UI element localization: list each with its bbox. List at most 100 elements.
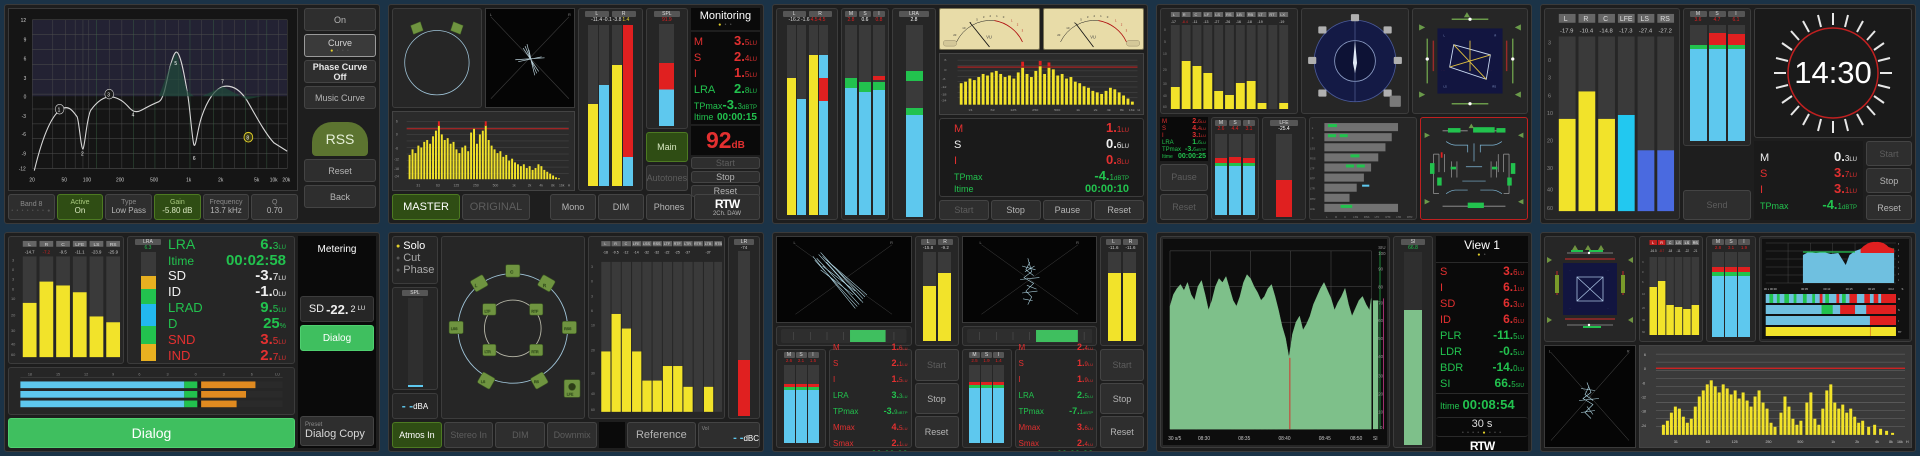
si-meter[interactable]: SI 66.8 — [1393, 236, 1433, 448]
stop-button[interactable]: Stop — [914, 382, 959, 415]
phones-button[interactable]: Phones — [646, 194, 692, 220]
multi-history-chart[interactable]: 5 4 3 2 1 0 1 30 s 00:00 00:05 00:10 00:15 00:20 00… — [1759, 236, 1912, 342]
msi-meters-3[interactable]: M S I 2.6 4.4 3.1 — [1211, 117, 1259, 220]
dim-button[interactable]: DIM — [495, 422, 546, 448]
svg-text:-19: -19 — [1258, 20, 1263, 24]
multi-matrix-display[interactable]: . . . . . . . . — [1544, 236, 1636, 342]
readout-row: S 2.1LU — [833, 358, 908, 369]
surround-sound-field[interactable] — [1301, 8, 1409, 114]
reset-button[interactable]: Reset — [1100, 416, 1144, 449]
eq-active-button[interactable]: Active On — [56, 194, 104, 220]
eq-curve-button[interactable]: Curve ● • • • — [304, 34, 376, 57]
spectrum-analyzer[interactable]: 6 0 -6 -12 -18 -24 31 63 125 250 500 1k 2k 4k 8k 16… — [392, 110, 575, 191]
preset-display[interactable]: Preset Dialog Copy — [300, 416, 374, 446]
eq-back-button[interactable]: Back — [304, 185, 376, 208]
msi-meters-2[interactable]: M S I 2.8 0.6 0.8 — [841, 8, 889, 220]
eq-q-button[interactable]: Q 0.70 — [251, 194, 299, 220]
svg-text:10: 10 — [1547, 111, 1553, 117]
atmos-bar-meters[interactable]: L R C LFE LSS RSS LTF RTF LTR RTR LTB RT… — [587, 236, 725, 419]
msi-meters-scope-1[interactable]: M S I 2.6 2.1 1.5 — [776, 349, 826, 448]
mono-button[interactable]: Mono — [550, 194, 596, 220]
polar-display[interactable] — [392, 8, 482, 108]
downmix-button[interactable]: Downmix — [547, 422, 597, 448]
lr-meters-2[interactable]: L R -16.2 -1.6 4.5 4.5 — [776, 8, 838, 220]
master-button[interactable]: MASTER — [392, 194, 460, 220]
main-button[interactable]: Main — [645, 132, 688, 162]
msi-meters-4[interactable]: M S I 3.6 4.7 6.1 — [1683, 8, 1751, 146]
lr-meters[interactable]: L R -11.4 -0.1 -3.8 1.4 — [577, 8, 643, 191]
surround-matrix-top[interactable]: L R LS RS . . . . . . — [1412, 8, 1528, 114]
lfe-meter[interactable]: LFE -25.4 — [1262, 117, 1306, 220]
spectrum-analyzer-2[interactable]: 6 0 -6 -12 -18 -24 31 63 125 250 500 1k 2k 4k 8k 16… — [939, 52, 1144, 115]
dialog-loudness[interactable]: LRA 6.3 LRA 6.3LU — [127, 236, 295, 364]
svg-text:1: 1 — [1115, 18, 1117, 22]
atmos-spl-meter[interactable]: SPL — [392, 287, 438, 390]
volume-readout[interactable]: Vol - -dBC — [697, 422, 761, 448]
eq-phase-curve-button[interactable]: Phase Curve Off — [304, 60, 376, 83]
reset-button[interactable]: Reset — [914, 416, 959, 449]
dialog-preset-button[interactable]: Dialog — [300, 325, 374, 352]
reset-button[interactable]: Reset — [1094, 199, 1144, 220]
start-button[interactable]: Start — [914, 349, 959, 381]
start-button[interactable]: Start — [690, 157, 760, 169]
eq-reset-button[interactable]: Reset — [304, 159, 376, 182]
dialog-bar-meters[interactable]: L R C LFE LS RS -14.7 -7.2 -9.5 -11.1 -23.9… — [8, 236, 124, 364]
pause-button[interactable]: Pause — [1160, 164, 1208, 191]
lra-meter-2[interactable]: LRA 2.8 — [892, 8, 936, 220]
reference-button[interactable]: Reference — [626, 422, 696, 448]
send-button[interactable]: Send — [1683, 190, 1751, 220]
spl-meter[interactable]: SPL 91.9 — [645, 8, 688, 129]
correlation-meter-2[interactable] — [961, 326, 1097, 346]
msi-meters-scope-2[interactable]: M S I 2.5 1.9 1.4 — [961, 349, 1012, 448]
surround-correlation-matrix[interactable]: L C LSS RSS LTF RTF LTR RTR LFE L R C LSS RSS LTF RT… — [1309, 117, 1417, 220]
autotones-button[interactable]: Autotones — [645, 165, 688, 191]
stop-button[interactable]: Stop — [1866, 168, 1912, 193]
eq-type-button[interactable]: Type Low Pass — [105, 194, 153, 220]
svg-text:R: R — [1627, 350, 1630, 354]
atmos-in-button[interactable]: Atmos In — [392, 422, 442, 448]
reset-button[interactable]: Reset — [1160, 193, 1208, 220]
eq-gain-button[interactable]: Gain -5.80 dB — [154, 194, 201, 220]
surround-routing-matrix[interactable] — [1420, 117, 1528, 220]
pause-button[interactable]: Pause — [1042, 199, 1093, 220]
multi-spectrum[interactable]: 6 0 -6 -12 -18 -24 31 63 125 250 500 1k 2k 4k 8k 16k… — [1639, 345, 1912, 448]
dim-button[interactable]: DIM — [598, 194, 644, 220]
original-button[interactable]: ORIGINAL — [462, 194, 530, 220]
lr-meters-scope-1[interactable]: L R -15.8 -9.2 — [914, 236, 959, 346]
stop-button[interactable]: Stop — [1100, 382, 1144, 415]
atmos-modes[interactable]: ● Solo ● Cut ● Phase — [392, 236, 438, 284]
eq-music-curve-button[interactable]: Music Curve — [304, 86, 376, 109]
atmos-ref-meter[interactable]: LR -74 — [728, 236, 760, 419]
surround-bar-meters[interactable]: L R C LF LS RS LB RB LT RT LX — [1160, 8, 1298, 114]
start-button[interactable]: Start — [1100, 349, 1144, 381]
atmos-speaker-layout[interactable]: C L R LSS RSS LS RS LTF RTF LTR RTR LFE — [441, 236, 585, 419]
multi-msi-meters[interactable]: M S I 2.8 3.1 1.9 — [1706, 236, 1756, 342]
lr-meters-scope-2[interactable]: L R -11.6 -11.6 — [1100, 236, 1144, 346]
start-button[interactable]: Start — [1866, 141, 1912, 166]
correlation-meter-1[interactable] — [776, 326, 912, 346]
stereo-in-button[interactable]: Stereo In — [443, 422, 494, 448]
start-button[interactable]: Start — [939, 199, 989, 220]
eq-curve-graph[interactable]: 12 9 6 3 0 -3 -6 -9 -12 20 50 100 200 500 1k 2k 5k 1… — [8, 8, 298, 191]
dialog-range-bars[interactable]: 18 15 12 9 6 3 0 3 6 LU — [8, 367, 295, 415]
interval-selector[interactable]: 30 s • • • • ● • • • — [1436, 417, 1528, 437]
eq-on-button[interactable]: On — [304, 8, 376, 31]
clock-bar-meters[interactable]: L R C LFE LS RS -17.9 -10.4 -14.8 -17.3 -27… — [1544, 8, 1680, 220]
reset-button[interactable]: Reset — [1866, 195, 1912, 220]
stop-button[interactable]: Stop — [690, 171, 760, 183]
clock-display[interactable]: 14:30 — [1754, 8, 1912, 138]
si-history-chart[interactable]: SIU 100 90 80 70 60 50 40 30 20 10 0 30 s/5 08:30… — [1160, 236, 1390, 448]
eq-band-selector[interactable]: Band 8 • • • • • • • ● — [8, 194, 55, 220]
stop-button[interactable]: Stop — [990, 199, 1041, 220]
dialog-main-button[interactable]: Dialog — [8, 418, 295, 448]
sd-readout[interactable]: SD -22. 2 LU — [300, 296, 374, 323]
eq-frequency-button[interactable]: Frequency 13.7 kHz — [202, 194, 250, 220]
svg-text:3: 3 — [223, 373, 225, 377]
